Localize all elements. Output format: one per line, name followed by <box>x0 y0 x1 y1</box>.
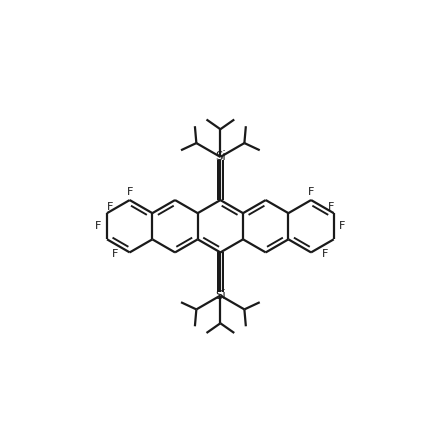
Text: Si: Si <box>215 151 226 164</box>
Text: F: F <box>95 221 102 231</box>
Text: F: F <box>308 186 314 197</box>
Text: F: F <box>339 221 345 231</box>
Text: F: F <box>328 202 334 211</box>
Text: F: F <box>112 250 118 259</box>
Text: F: F <box>126 186 133 197</box>
Text: Si: Si <box>215 289 226 302</box>
Text: F: F <box>322 250 329 259</box>
Text: F: F <box>107 202 113 211</box>
